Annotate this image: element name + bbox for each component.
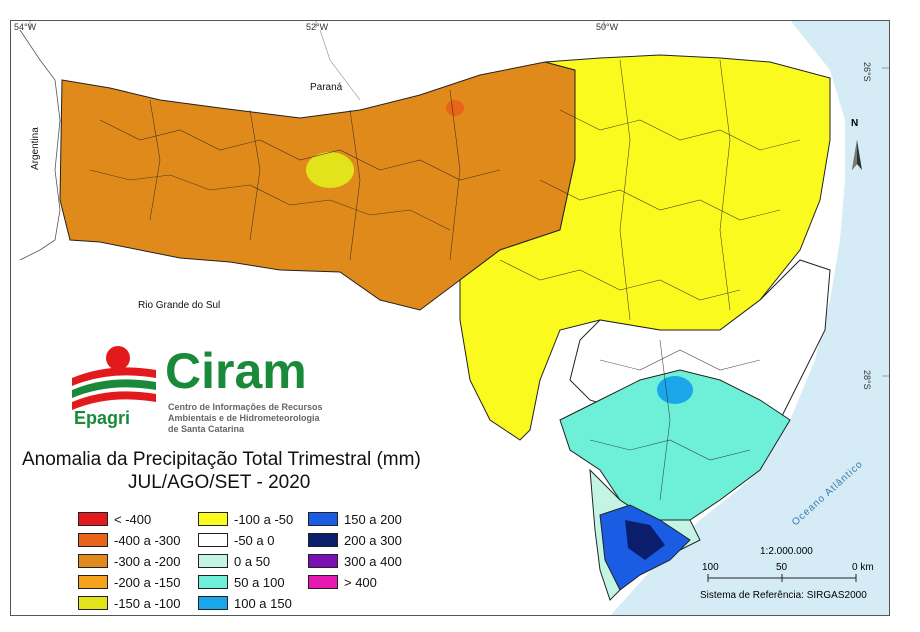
legend-item: -200 a -150: [78, 573, 181, 591]
legend-label: -300 a -200: [114, 553, 181, 569]
legend-label: 100 a 150: [234, 595, 292, 611]
municipal-boundaries: [89, 59, 801, 501]
legend-item: -400 a -300: [78, 531, 181, 549]
legend-label: 50 a 100: [234, 574, 285, 590]
legend-item: 200 a 300: [308, 531, 402, 549]
lon-label-54: 54°W: [14, 22, 37, 32]
ciram-logo-text: Ciram: [165, 343, 307, 399]
lon-label-50: 50°W: [596, 22, 619, 32]
logo-subtitle-1: Centro de Informações de Recursos: [168, 402, 323, 412]
scale-ratio: 1:2.000.000: [760, 546, 813, 557]
label-rio-grande-do-sul: Rio Grande do Sul: [138, 300, 221, 311]
legend-label: < -400: [114, 511, 152, 527]
legend-swatch: [198, 554, 228, 568]
legend-item: -50 a 0: [198, 531, 274, 549]
legend-item: -100 a -50: [198, 510, 293, 528]
legend-swatch: [308, 533, 338, 547]
legend-label: 300 a 400: [344, 553, 402, 569]
legend-item: > 400: [308, 573, 377, 591]
western-boundary-river: [19, 29, 61, 261]
map-title: Anomalia da Precipitação Total Trimestra…: [22, 449, 421, 470]
legend-swatch: [198, 596, 228, 610]
scale-tick-50: 50: [776, 562, 788, 573]
legend-swatch: [78, 533, 108, 547]
legend-label: 200 a 300: [344, 532, 402, 548]
legend-item: 100 a 150: [198, 594, 292, 612]
legend-swatch: [78, 596, 108, 610]
region-red-spot: [446, 100, 464, 116]
scale-bar: [707, 574, 857, 582]
label-parana: Paraná: [310, 82, 343, 93]
scale-tick-100: 100: [702, 562, 719, 573]
reference-system: Sistema de Referência: SIRGAS2000: [700, 590, 867, 601]
legend-item: 150 a 200: [308, 510, 402, 528]
legend-swatch: [198, 512, 228, 526]
legend-item: 0 a 50: [198, 552, 270, 570]
legend-label: 150 a 200: [344, 511, 402, 527]
legend-label: -400 a -300: [114, 532, 181, 548]
legend-swatch: [78, 575, 108, 589]
map-subtitle: JUL/AGO/SET - 2020: [128, 472, 311, 493]
legend-swatch: [308, 512, 338, 526]
legend-item: < -400: [78, 510, 151, 528]
scale-tick-0: 0 km: [852, 562, 874, 573]
legend-label: 0 a 50: [234, 553, 271, 569]
logo-subtitle-2: Ambientais e de Hidrometeorologia: [168, 413, 320, 423]
legend-swatch: [78, 554, 108, 568]
graticule: [29, 20, 890, 377]
parana-boundary: [319, 29, 361, 101]
legend-item: 300 a 400: [308, 552, 402, 570]
legend-swatch: [78, 512, 108, 526]
legend-item: -150 a -100: [78, 594, 181, 612]
legend-label: > 400: [344, 574, 377, 590]
lat-label-28: 28°S: [862, 370, 872, 390]
legend-swatch: [198, 533, 228, 547]
lat-label-26: 26°S: [862, 62, 872, 82]
region-yellow-patch: [306, 152, 354, 188]
label-argentina: Argentina: [30, 127, 41, 170]
legend-label: -200 a -150: [114, 574, 181, 590]
legend-item: 50 a 100: [198, 573, 285, 591]
legend-label: -100 a -50: [234, 511, 294, 527]
epagri-logo-graphic: [72, 346, 156, 410]
legend-item: -300 a -200: [78, 552, 181, 570]
legend-label: -150 a -100: [114, 595, 181, 611]
region-very-strong-positive: [625, 520, 665, 560]
north-label: N: [851, 118, 859, 129]
north-arrow: [852, 140, 862, 170]
lon-label-52: 52°W: [306, 22, 329, 32]
logo-subtitle-3: de Santa Catarina: [168, 424, 245, 434]
legend-swatch: [308, 554, 338, 568]
ocean-area: [610, 20, 890, 616]
legend-label: -50 a 0: [234, 532, 275, 548]
region-blue-spot: [657, 376, 693, 404]
region-positive: [559, 369, 791, 521]
epagri-logo-text: Epagri: [74, 408, 131, 428]
legend-swatch: [308, 575, 338, 589]
legend-swatch: [198, 575, 228, 589]
